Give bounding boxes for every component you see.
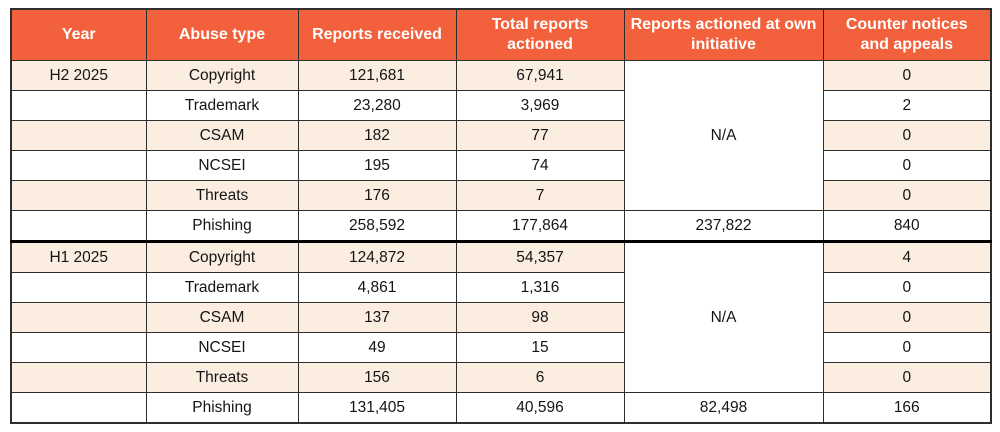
reports-received-cell: 4,861 xyxy=(297,272,457,303)
counter-notices-cell: 2 xyxy=(822,90,992,121)
year-cell-empty xyxy=(10,180,147,211)
abuse-type-cell: Phishing xyxy=(145,210,299,242)
table-row: Trademark 23,280 3,969 2 xyxy=(10,90,992,121)
year-cell-empty xyxy=(10,302,147,333)
year-cell-empty xyxy=(10,332,147,363)
reports-received-cell: 176 xyxy=(297,180,457,211)
total-actioned-cell: 54,357 xyxy=(455,240,625,273)
header-own-initiative: Reports actioned at own initiative xyxy=(623,8,824,61)
year-cell-empty xyxy=(10,90,147,121)
table-row: NCSEI 195 74 0 xyxy=(10,150,992,181)
own-initiative-na-cell: N/A xyxy=(623,60,824,211)
total-actioned-cell: 3,969 xyxy=(455,90,625,121)
reports-received-cell: 156 xyxy=(297,362,457,393)
counter-notices-cell: 0 xyxy=(822,150,992,181)
table-row: Threats 156 6 0 xyxy=(10,362,992,393)
abuse-type-cell: Copyright xyxy=(145,240,299,273)
year-cell: H2 2025 xyxy=(10,60,147,91)
table-body: H2 2025 Copyright 121,681 67,941 N/A 0 T… xyxy=(10,60,992,424)
reports-received-cell: 258,592 xyxy=(297,210,457,242)
total-actioned-cell: 40,596 xyxy=(455,392,625,424)
year-cell-empty xyxy=(10,272,147,303)
own-initiative-cell: 237,822 xyxy=(623,210,824,242)
reports-received-cell: 131,405 xyxy=(297,392,457,424)
year-cell-empty xyxy=(10,210,147,242)
counter-notices-cell: 0 xyxy=(822,60,992,91)
table-row: H1 2025 Copyright 124,872 54,357 N/A 4 xyxy=(10,240,992,393)
counter-notices-cell: 166 xyxy=(822,392,992,424)
own-initiative-na-cell: N/A xyxy=(623,240,824,393)
total-actioned-cell: 98 xyxy=(455,302,625,333)
counter-notices-cell: 0 xyxy=(822,362,992,393)
reports-received-cell: 182 xyxy=(297,120,457,151)
header-row: Year Abuse type Reports received Total r… xyxy=(10,8,992,61)
year-cell-empty xyxy=(10,150,147,181)
counter-notices-cell: 0 xyxy=(822,120,992,151)
counter-notices-cell: 0 xyxy=(822,332,992,363)
year-cell-empty xyxy=(10,392,147,424)
table-row: CSAM 137 98 0 xyxy=(10,302,992,333)
total-actioned-cell: 67,941 xyxy=(455,60,625,91)
reports-received-cell: 23,280 xyxy=(297,90,457,121)
reports-received-cell: 137 xyxy=(297,302,457,333)
abuse-type-cell: Trademark xyxy=(145,272,299,303)
table-row: H2 2025 Copyright 121,681 67,941 N/A 0 xyxy=(10,60,992,211)
reports-received-cell: 195 xyxy=(297,150,457,181)
header-abuse-type: Abuse type xyxy=(145,8,299,61)
total-actioned-cell: 6 xyxy=(455,362,625,393)
table-row: NCSEI 49 15 0 xyxy=(10,332,992,363)
abuse-type-cell: NCSEI xyxy=(145,150,299,181)
total-actioned-cell: 177,864 xyxy=(455,210,625,242)
reports-received-cell: 49 xyxy=(297,332,457,363)
own-initiative-cell: 82,498 xyxy=(623,392,824,424)
year-cell-empty xyxy=(10,362,147,393)
table-row: Trademark 4,861 1,316 0 xyxy=(10,272,992,303)
table-row: Phishing 258,592 177,864 237,822 840 xyxy=(10,210,992,242)
abuse-type-cell: Copyright xyxy=(145,60,299,91)
counter-notices-cell: 4 xyxy=(822,240,992,273)
reports-received-cell: 121,681 xyxy=(297,60,457,91)
total-actioned-cell: 15 xyxy=(455,332,625,363)
total-actioned-cell: 1,316 xyxy=(455,272,625,303)
table-row: Threats 176 7 0 xyxy=(10,180,992,211)
table-row: Phishing 131,405 40,596 82,498 166 xyxy=(10,392,992,424)
reports-received-cell: 124,872 xyxy=(297,240,457,273)
abuse-type-cell: Threats xyxy=(145,362,299,393)
abuse-type-cell: Threats xyxy=(145,180,299,211)
counter-notices-cell: 0 xyxy=(822,272,992,303)
table-header: Year Abuse type Reports received Total r… xyxy=(10,8,992,61)
header-total-actioned: Total reports actioned xyxy=(455,8,625,61)
header-year: Year xyxy=(10,8,147,61)
counter-notices-cell: 0 xyxy=(822,180,992,211)
total-actioned-cell: 7 xyxy=(455,180,625,211)
table-row: CSAM 182 77 0 xyxy=(10,120,992,151)
year-cell-empty xyxy=(10,120,147,151)
total-actioned-cell: 77 xyxy=(455,120,625,151)
abuse-type-cell: Trademark xyxy=(145,90,299,121)
year-cell: H1 2025 xyxy=(10,240,147,273)
abuse-type-cell: CSAM xyxy=(145,302,299,333)
abuse-type-cell: Phishing xyxy=(145,392,299,424)
counter-notices-cell: 840 xyxy=(822,210,992,242)
abuse-reports-table: Year Abuse type Reports received Total r… xyxy=(10,8,992,424)
counter-notices-cell: 0 xyxy=(822,302,992,333)
abuse-type-cell: NCSEI xyxy=(145,332,299,363)
header-reports-received: Reports received xyxy=(297,8,457,61)
header-counter-notices: Counter notices and appeals xyxy=(822,8,992,61)
total-actioned-cell: 74 xyxy=(455,150,625,181)
abuse-type-cell: CSAM xyxy=(145,120,299,151)
